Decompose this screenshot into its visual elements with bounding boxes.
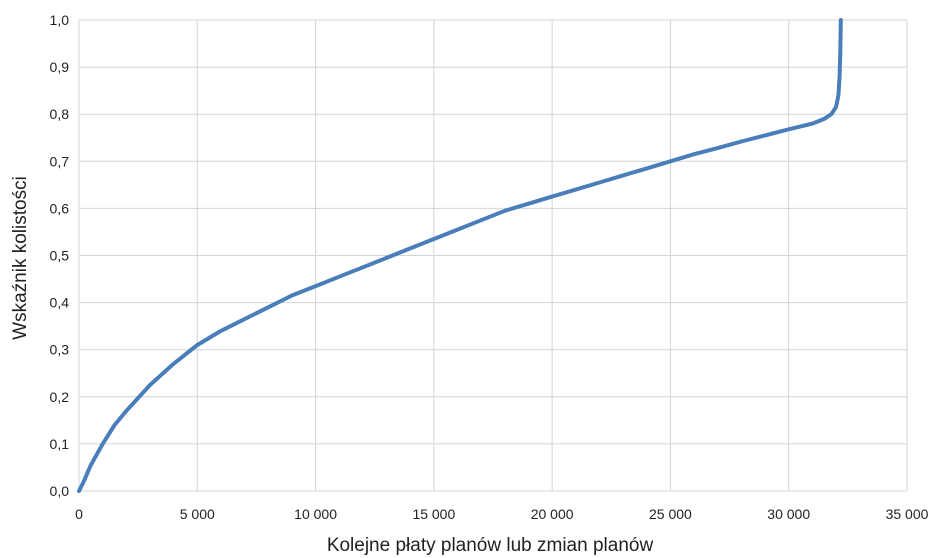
y-tick-label: 0,3 — [50, 342, 70, 358]
series-line — [77, 18, 843, 493]
y-tick-label: 0,2 — [50, 389, 70, 405]
x-tick-label: 35 000 — [886, 506, 929, 522]
series-layer — [77, 18, 843, 493]
y-tick-label: 0,6 — [50, 200, 70, 216]
x-axis-title: Kolejne płaty planów lub zmian planów — [327, 535, 654, 556]
y-tick-label: 0,0 — [50, 483, 70, 499]
y-tick-label: 0,1 — [50, 436, 70, 452]
x-tick-label: 15 000 — [412, 506, 455, 522]
x-tick-label: 5 000 — [180, 506, 215, 522]
x-tick-label: 25 000 — [649, 506, 692, 522]
y-tick-label: 0,5 — [50, 248, 70, 264]
y-tick-label: 0,8 — [50, 106, 70, 122]
y-tick-label: 0,4 — [50, 295, 70, 311]
x-tick-label: 30 000 — [767, 506, 810, 522]
y-tick-label: 0,7 — [50, 153, 70, 169]
y-tick-labels: 0,0 0,1 0,2 0,3 0,4 0,5 0,6 0,7 0,8 0,9 1,0 — [50, 12, 70, 499]
y-axis-title: Wskaźnik kolistości — [10, 176, 31, 340]
x-tick-label: 20 000 — [531, 506, 574, 522]
y-tick-label: 0,9 — [50, 59, 70, 75]
grid-lines — [78, 19, 908, 492]
x-tick-label: 10 000 — [294, 506, 337, 522]
x-tick-label: 0 — [75, 506, 83, 522]
x-tick-labels: 0 5 000 10 000 15 000 20 000 25 000 30 000 35 0… — [75, 506, 929, 522]
y-tick-label: 1,0 — [50, 12, 70, 28]
